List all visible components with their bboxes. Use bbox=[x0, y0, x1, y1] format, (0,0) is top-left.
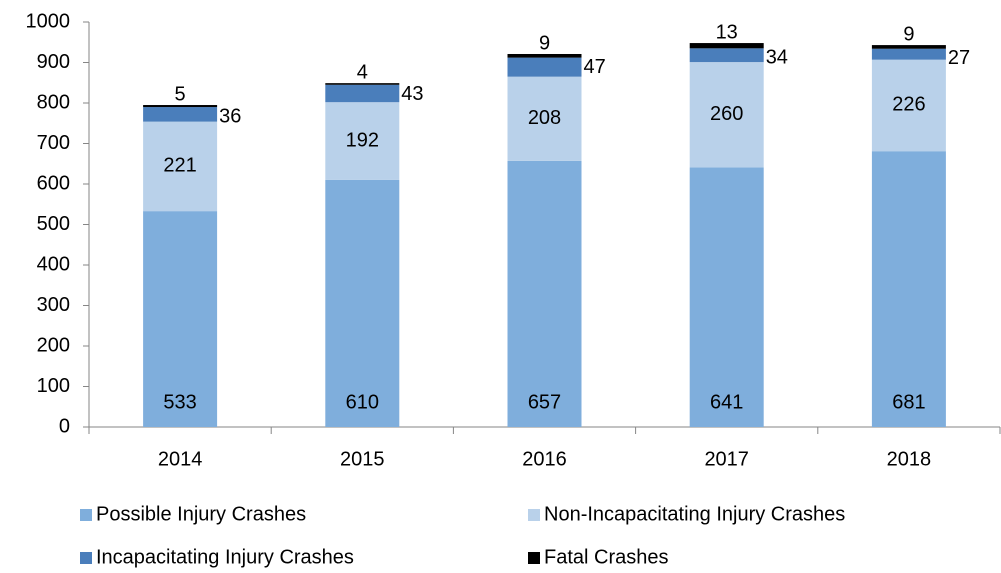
legend-label: Incapacitating Injury Crashes bbox=[96, 546, 354, 568]
y-tick-label: 0 bbox=[59, 415, 70, 437]
bar-segment bbox=[143, 211, 218, 427]
data-label: 681 bbox=[892, 391, 925, 413]
y-tick-label: 300 bbox=[37, 294, 70, 316]
data-label: 610 bbox=[346, 391, 379, 413]
bar-segment bbox=[871, 59, 946, 152]
x-tick-label: 2018 bbox=[887, 448, 932, 470]
y-tick-label: 1000 bbox=[26, 10, 71, 32]
bar-segment bbox=[507, 160, 582, 428]
x-tick-label: 2017 bbox=[704, 448, 749, 470]
bar-segment bbox=[689, 43, 764, 49]
bar-segment bbox=[507, 53, 582, 58]
bar-segment bbox=[325, 102, 400, 180]
y-tick-label: 100 bbox=[37, 375, 70, 397]
bar-segment bbox=[689, 48, 764, 63]
data-label: 657 bbox=[528, 391, 561, 413]
data-label: 208 bbox=[528, 107, 561, 129]
data-label: 192 bbox=[346, 129, 379, 151]
legend-label: Non-Incapacitating Injury Crashes bbox=[544, 503, 845, 525]
bar-segment bbox=[689, 62, 764, 168]
bar-segment bbox=[143, 107, 218, 122]
bar-segment bbox=[507, 57, 582, 77]
data-label: 226 bbox=[892, 94, 925, 116]
bar-segment bbox=[325, 179, 400, 427]
x-tick-label: 2015 bbox=[340, 448, 385, 470]
data-label: 221 bbox=[163, 155, 196, 177]
bar-segment bbox=[871, 48, 946, 60]
data-label: 27 bbox=[948, 47, 970, 69]
y-tick-label: 700 bbox=[37, 132, 70, 154]
y-tick-label: 800 bbox=[37, 91, 70, 113]
bar-segment bbox=[143, 121, 218, 212]
data-label: 4 bbox=[357, 61, 368, 83]
bar-segment bbox=[871, 151, 946, 427]
data-label: 9 bbox=[539, 32, 550, 54]
y-tick-label: 200 bbox=[37, 334, 70, 356]
bar-segment bbox=[689, 167, 764, 427]
legend-label: Possible Injury Crashes bbox=[96, 503, 306, 525]
data-label: 9 bbox=[903, 23, 914, 45]
data-label: 47 bbox=[584, 56, 606, 78]
legend-swatch bbox=[528, 509, 540, 521]
x-tick-label: 2014 bbox=[158, 448, 203, 470]
legend-swatch bbox=[80, 552, 92, 564]
y-tick-label: 900 bbox=[37, 51, 70, 73]
bar-segment bbox=[325, 84, 400, 103]
data-label: 641 bbox=[710, 391, 743, 413]
legend-swatch bbox=[528, 552, 540, 564]
data-label: 36 bbox=[219, 105, 241, 127]
y-tick-label: 500 bbox=[37, 213, 70, 235]
bar-segment bbox=[507, 76, 582, 161]
data-label: 5 bbox=[175, 83, 186, 105]
y-tick-label: 400 bbox=[37, 253, 70, 275]
bar-segment bbox=[871, 45, 946, 49]
data-label: 260 bbox=[710, 103, 743, 125]
data-label: 43 bbox=[401, 83, 423, 105]
x-tick-label: 2016 bbox=[522, 448, 567, 470]
legend-label: Fatal Crashes bbox=[544, 546, 669, 568]
y-tick-label: 600 bbox=[37, 172, 70, 194]
data-label: 533 bbox=[163, 391, 196, 413]
bar-segment bbox=[325, 83, 400, 85]
bar-segment bbox=[143, 105, 218, 108]
data-label: 13 bbox=[716, 21, 738, 43]
data-label: 34 bbox=[766, 47, 788, 69]
legend-swatch bbox=[80, 509, 92, 521]
